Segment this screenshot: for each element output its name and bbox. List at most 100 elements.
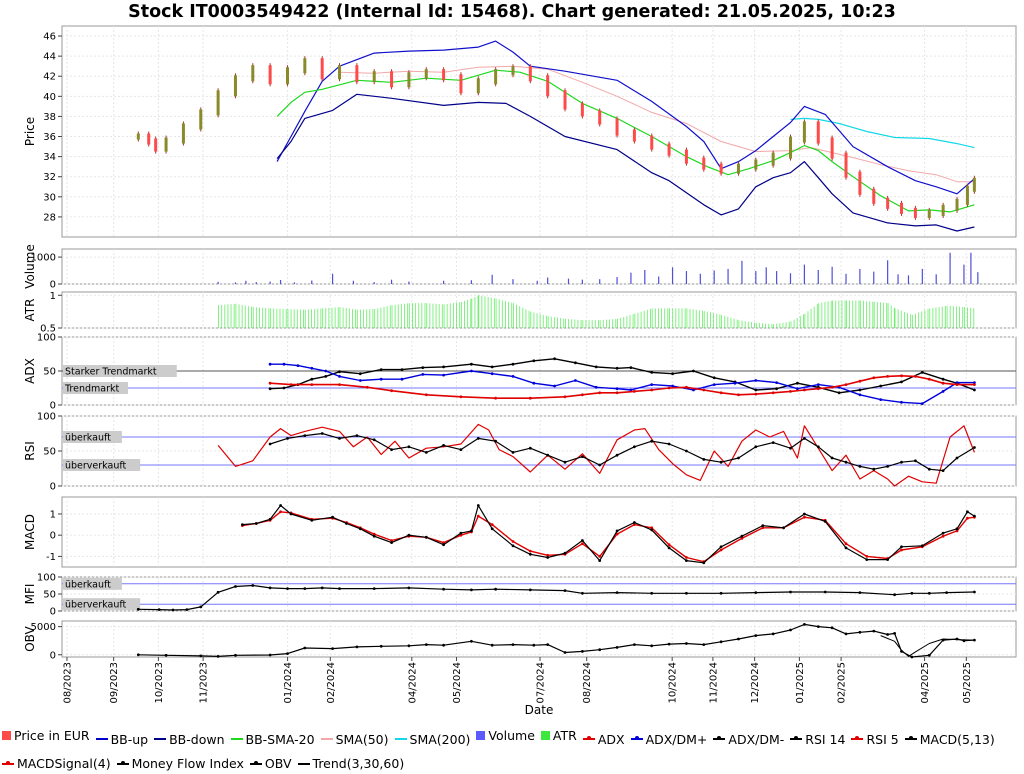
ylabel-mfi: MFI — [23, 584, 37, 605]
legend-item: BB-SMA-20 — [230, 729, 315, 750]
legend-swatch — [476, 731, 486, 740]
legend-swatch — [713, 736, 726, 740]
ytick-label: 44 — [43, 52, 56, 63]
legend-item: OBV — [249, 753, 292, 774]
ytick-label: 50 — [43, 590, 56, 601]
ytick-label: 30 — [43, 192, 56, 203]
ytick-label: 100 — [37, 333, 56, 344]
legend-item: Money Flow Index — [116, 753, 244, 774]
annotation-label: Starker Trendmarkt — [65, 367, 157, 378]
ytick-label: 0 — [50, 482, 56, 493]
ytick-label: 0 — [50, 650, 56, 661]
xtick-label: 04/2024 — [407, 662, 418, 704]
atr-bars — [218, 295, 975, 328]
price-candles — [136, 56, 976, 220]
xtick-label: 08/2023 — [62, 662, 73, 704]
panel-rsi: 0 50 100 RSI überkauft überverkauft — [23, 412, 1017, 493]
legend-swatch — [230, 738, 243, 740]
ylabel-obv: OBV — [23, 625, 37, 651]
ylabel-volume: Volume — [23, 244, 37, 289]
legend-item: MACDSignal(4) — [2, 753, 111, 774]
ytick-label: 0.5 — [40, 324, 56, 335]
ytick-label: 5000 — [31, 622, 56, 633]
ytick-label: 0 — [50, 280, 56, 291]
legend-swatch — [249, 760, 262, 765]
legend-swatch — [394, 738, 407, 740]
ytick-label: 50 — [43, 367, 56, 378]
xtick-label: 01/2024 — [283, 662, 294, 704]
ytick-label: 0 — [50, 531, 56, 542]
legend-item: SMA(50) — [320, 729, 389, 750]
ytick-label: 0 — [50, 401, 56, 412]
ytick-label: 50 — [43, 447, 56, 458]
ytick-label: 0 — [50, 607, 56, 618]
legend-item: RSI 14 — [790, 729, 845, 750]
legend-label: ATR — [552, 728, 577, 743]
xtick-label: 05/2025 — [962, 662, 973, 704]
legend-swatch — [116, 760, 129, 765]
legend-label: RSI 5 — [866, 731, 899, 747]
ytick-label: 46 — [43, 32, 56, 43]
ytick-label: -1 — [46, 552, 56, 563]
legend-swatch — [630, 736, 643, 740]
ytick-label: 1000 — [31, 253, 56, 264]
legend-swatch — [154, 738, 167, 740]
legend-item: RSI 5 — [851, 729, 899, 750]
sma200-line — [790, 117, 975, 149]
legend-label: OBV — [264, 756, 292, 771]
legend-item: BB-up — [95, 729, 149, 750]
xtick-label: 12/2024 — [750, 662, 761, 704]
ylabel-atr: ATR — [23, 299, 37, 322]
x-axis-label: Date — [525, 703, 554, 717]
legend-swatch — [2, 760, 14, 765]
ytick-label: 100 — [37, 412, 56, 423]
annotation-label: überkauft — [65, 579, 111, 590]
ytick-label: 38 — [43, 112, 56, 123]
mfi-line-points — [136, 584, 976, 612]
adx-line-points — [268, 374, 976, 400]
legend-label: Money Flow Index — [131, 756, 244, 771]
legend-label: BB-down — [169, 731, 225, 747]
legend-label: BB-SMA-20 — [245, 731, 315, 747]
xtick-label: 11/2024 — [708, 662, 719, 704]
macd-line-points — [241, 504, 976, 565]
legend-label: Price in EUR — [14, 728, 90, 743]
ytick-label: 28 — [43, 212, 56, 223]
ytick-label: 42 — [43, 72, 56, 83]
legend-swatch — [2, 731, 11, 740]
xtick-label: 01/2025 — [795, 662, 806, 704]
xtick-label: 08/2024 — [582, 662, 593, 704]
annotation-label: überverkauft — [65, 600, 127, 611]
legend-item: ADX/DM- — [713, 729, 784, 750]
legend-swatch — [540, 731, 550, 740]
adx-dm-plus-line-points — [268, 362, 976, 405]
legend-label: MACD(5,13) — [919, 731, 995, 747]
legend-swatch — [95, 738, 108, 740]
stock-chart: 28303234363840424446Price01000Volume0.51… — [23, 25, 1017, 717]
legend-swatch — [851, 736, 864, 740]
legend-swatch — [297, 762, 310, 765]
legend-label: MACDSignal(4) — [17, 756, 111, 771]
sma50-line — [339, 65, 975, 183]
legend-label: ADX — [597, 731, 625, 747]
bb-down-line — [276, 93, 975, 232]
legend-label: BB-up — [110, 731, 149, 747]
ytick-label: 32 — [43, 172, 56, 183]
panel-price: 28 30 32 34 36 38 40 42 44 46 Price — [23, 25, 1017, 238]
legend-label: SMA(50) — [335, 731, 389, 747]
ylabel-rsi: RSI — [23, 441, 37, 461]
xtick-label: 09/2023 — [109, 662, 120, 704]
chart-title: Stock IT0003549422 (Internal Id: 15468).… — [128, 2, 896, 22]
legend-label: ADX/DM+ — [645, 731, 708, 747]
legend-label: SMA(200) — [409, 731, 471, 747]
panel-adx: 0 50 100 ADX Starker Trendmarkt Trendmarkt — [23, 333, 1017, 412]
annotation-label: überverkauft — [65, 461, 127, 472]
legend-item: Trend(3,30,60) — [297, 753, 404, 774]
xtick-label: 04/2025 — [920, 662, 931, 704]
bb-up-line — [276, 40, 975, 195]
ytick-label: 100 — [37, 573, 56, 584]
xtick-label: 11/2023 — [199, 662, 210, 704]
legend-swatch — [320, 738, 333, 740]
ytick-label: 36 — [43, 132, 56, 143]
